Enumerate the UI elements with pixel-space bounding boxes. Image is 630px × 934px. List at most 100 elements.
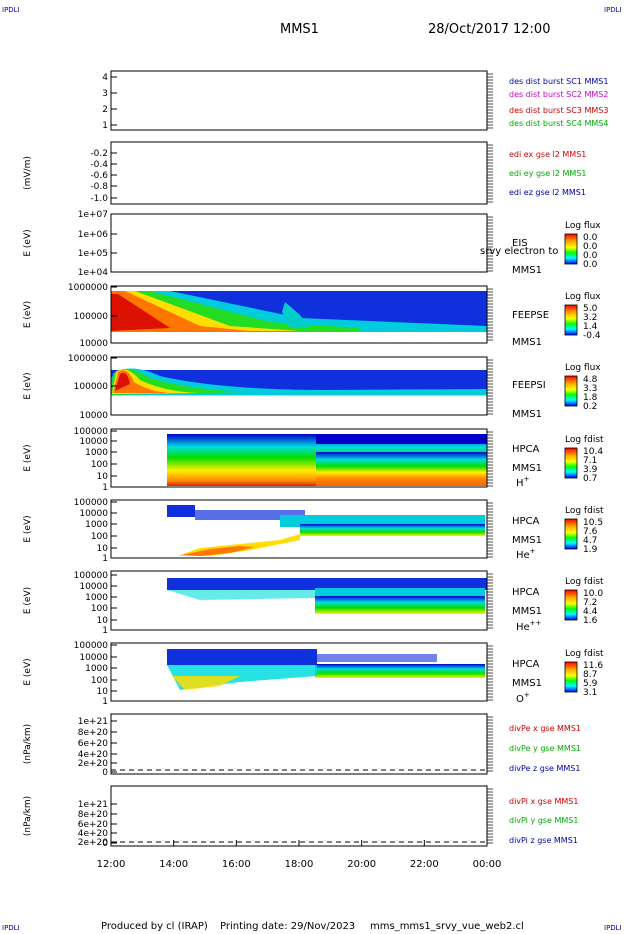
- hpca-he2-colorbar-tick: 10.0: [583, 589, 603, 599]
- des-dist-legend-entry: des dist burst SC4 MMS4: [509, 119, 608, 128]
- hpca-he-colorbar-title: Log fdist: [565, 506, 604, 516]
- x-axis-tick-label: 12:00: [97, 859, 126, 870]
- des-dist-ytick-label: 4: [102, 73, 108, 83]
- feepsi-ytick-label: 10000: [79, 411, 108, 421]
- hpca-he2-spacecraft-label: MMS1: [512, 606, 542, 617]
- feepse-colorbar-frame: [564, 304, 578, 336]
- footer-printing-date: Printing date: 29/Nov/2023: [220, 921, 356, 932]
- corner-label-tl: IPDLI: [2, 6, 20, 14]
- hpca-o-ytick-label: 10000: [79, 653, 108, 663]
- hpca-h-species-label: H+: [516, 475, 530, 489]
- x-axis-tick-label: 00:00: [473, 859, 502, 870]
- edi-e-ytick-label: -0.6: [90, 171, 108, 181]
- eis-colorbar: [565, 234, 577, 264]
- divpe-legend-entry: divPe y gse MMS1: [509, 744, 581, 753]
- hpca-he2-ytick-label: 100: [91, 604, 108, 614]
- feepse-frame: [110, 285, 488, 344]
- edi-e-ytick-label: -0.4: [90, 160, 108, 170]
- hpca-o-colorbar-tick: 8.7: [583, 670, 597, 680]
- hpca-h-colorbar-tick: 3.9: [583, 465, 598, 475]
- hpca-o-colorbar-tick: 11.6: [583, 661, 603, 671]
- edi-e-ylabel: (mV/m): [23, 156, 33, 190]
- corner-label-br: IPDLI: [604, 924, 622, 932]
- hpca-o-colorbar-title: Log fdist: [565, 649, 604, 659]
- hpca-he-ytick-label: 10: [97, 544, 109, 554]
- hpca-h-ytick-label: 1000: [85, 448, 108, 458]
- hpca-he2-ytick-label: 10: [97, 616, 109, 626]
- feepsi-ylabel: E (eV): [23, 372, 33, 399]
- hpca-o-colorbar-frame: [564, 661, 578, 693]
- des-dist-ytick-label: 1: [102, 121, 108, 131]
- spacecraft-title: MMS1: [280, 22, 319, 37]
- hpca-h-colorbar-tick: 7.1: [583, 456, 597, 466]
- divpe-ytick-label: 8e+20: [78, 728, 109, 738]
- hpca-h-colorbar-title: Log fdist: [565, 435, 604, 445]
- eis-frame: [110, 213, 488, 273]
- feepse-colorbar: [565, 305, 577, 335]
- eis-colorbar-tick: 0.0: [583, 242, 598, 252]
- feepse-colorbar-tick: 5.0: [583, 304, 598, 314]
- hpca-h-spectrogram: [167, 434, 487, 486]
- feepsi-colorbar-tick: 3.3: [583, 384, 597, 394]
- eis-colorbar-frame: [564, 233, 578, 265]
- divpi-legend-entry: divPi z gse MMS1: [509, 836, 578, 845]
- hpca-h-ylabel: E (eV): [23, 444, 33, 471]
- hpca-o-spectrogram: [167, 649, 485, 690]
- hpca-he2-instrument-label: HPCA: [512, 587, 540, 598]
- hpca-he-ytick-label: 1000: [85, 520, 108, 530]
- x-axis-tick-label: 14:00: [159, 859, 188, 870]
- hpca-he-colorbar-tick: 7.6: [583, 527, 598, 537]
- hpca-h-ytick-label: 10: [97, 472, 109, 482]
- des-dist-frame: [110, 70, 488, 131]
- hpca-he-spectrogram: [167, 505, 485, 556]
- hpca-he2-frame: [110, 570, 488, 631]
- x-axis-tick-label: 16:00: [222, 859, 251, 870]
- hpca-o-ytick-label: 100: [91, 676, 108, 686]
- hpca-he-ytick-label: 1: [102, 554, 108, 564]
- hpca-he-colorbar-tick: 1.9: [583, 545, 598, 555]
- hpca-o-colorbar-tick: 3.1: [583, 688, 597, 698]
- hpca-he2-colorbar-title: Log fdist: [565, 577, 604, 587]
- corner-label-tr: IPDLI: [604, 6, 622, 14]
- des-dist-ytick-label: 2: [102, 105, 108, 115]
- hpca-he-ytick-label: 100: [91, 532, 108, 542]
- feepsi-colorbar-frame: [564, 375, 578, 407]
- divpe-frame: [110, 713, 488, 775]
- x-axis-tick-label: 20:00: [347, 859, 376, 870]
- edi-e-ytick-label: -0.8: [90, 182, 108, 192]
- hpca-he2-spectrogram: [167, 578, 487, 614]
- divpe-legend-entry: divPe z gse MMS1: [509, 764, 580, 773]
- des-dist-legend-entry: des dist burst SC1 MMS1: [509, 77, 608, 86]
- divpi-ytick-label: 1e+21: [78, 800, 108, 810]
- hpca-he2-ylabel: E (eV): [23, 587, 33, 614]
- divpe-ytick-label: 0: [102, 768, 108, 778]
- hpca-h-colorbar-tick: 10.4: [583, 447, 603, 457]
- feepse-colorbar-title: Log flux: [565, 292, 601, 302]
- edi-e-ytick-label: -1.0: [90, 194, 108, 204]
- hpca-o-frame: [110, 642, 488, 702]
- eis-ytick-label: 1e+07: [78, 210, 108, 220]
- eis-colorbar-tick: 0.0: [583, 251, 598, 261]
- feepse-instrument-label: FEEPSE: [512, 310, 549, 321]
- hpca-he-colorbar-tick: 10.5: [583, 518, 603, 528]
- eis-instrument-label: EIS: [512, 238, 528, 249]
- feepse-ytick-label: 1000000: [68, 283, 108, 293]
- feepsi-colorbar-title: Log flux: [565, 363, 601, 373]
- feepse-colorbar-tick: 3.2: [583, 313, 597, 323]
- hpca-h-ytick-label: 100000: [74, 427, 109, 437]
- hpca-he-spacecraft-label: MMS1: [512, 535, 542, 546]
- x-axis-tick-label: 22:00: [410, 859, 439, 870]
- edi-e-legend-entry: edi ez gse l2 MMS1: [509, 188, 586, 197]
- hpca-he-frame: [110, 499, 488, 559]
- divpi-ytick-label: 0: [102, 839, 108, 849]
- feepsi-colorbar-tick: 1.8: [583, 393, 598, 403]
- eis-spacecraft-label: MMS1: [512, 265, 542, 276]
- divpe-ytick-label: 6e+20: [78, 739, 109, 749]
- corner-label-bl: IPDLI: [2, 924, 20, 932]
- date-title: 28/Oct/2017 12:00: [428, 22, 551, 37]
- hpca-h-ytick-label: 10000: [79, 437, 108, 447]
- divpe-legend-entry: divPe x gse MMS1: [509, 724, 581, 733]
- divpe-ytick-label: 4e+20: [78, 750, 109, 760]
- hpca-h-ytick-label: 100: [91, 460, 108, 470]
- feepse-ytick-label: 10000: [79, 339, 108, 349]
